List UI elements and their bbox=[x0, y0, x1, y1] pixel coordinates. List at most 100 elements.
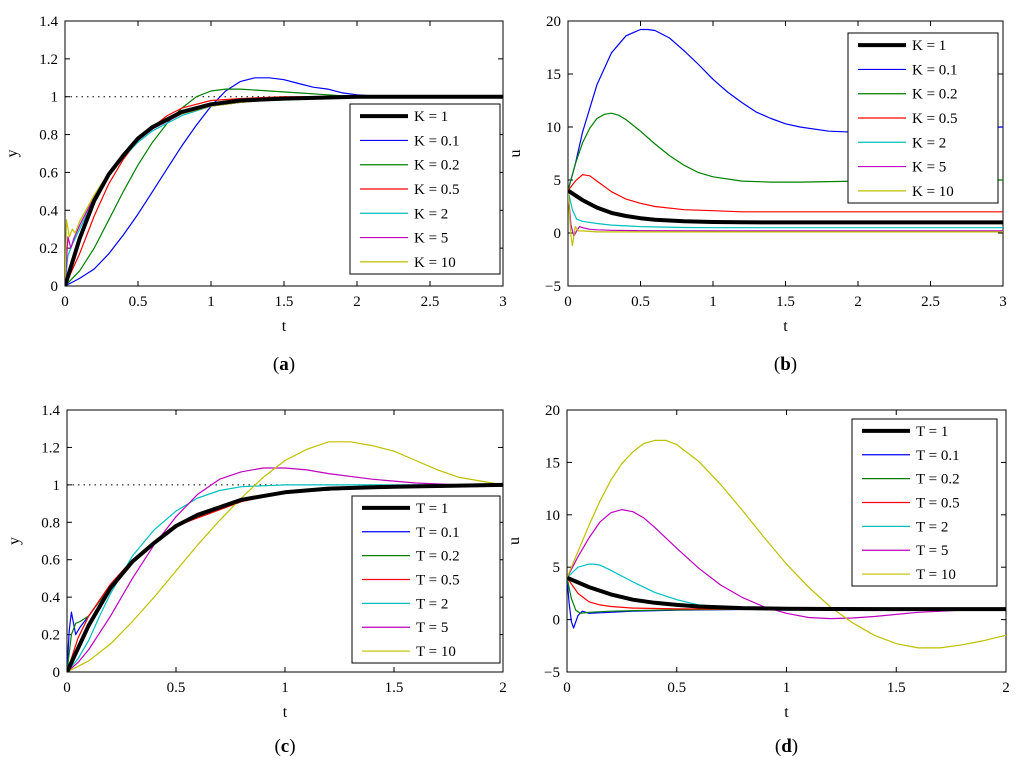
y-tick-label: 0 bbox=[51, 279, 59, 295]
legend-label: T = 2 bbox=[416, 596, 448, 612]
legend-label: K = 0.2 bbox=[912, 87, 958, 103]
y-tick-label: 0 bbox=[53, 665, 61, 681]
x-tick-label: 2.5 bbox=[421, 294, 440, 310]
legend-label: T = 0.5 bbox=[916, 496, 960, 512]
y-tick-label: 5 bbox=[554, 173, 562, 189]
legend-label: T = 1 bbox=[416, 501, 448, 517]
y-tick-label: 15 bbox=[546, 67, 561, 83]
x-tick-label: 0 bbox=[61, 294, 69, 310]
caption-open: ( bbox=[775, 736, 781, 757]
caption-open: ( bbox=[774, 354, 780, 375]
series-line-t-1 bbox=[67, 482, 503, 672]
caption-close: ) bbox=[791, 354, 797, 375]
caption-letter: d bbox=[781, 736, 792, 757]
legend-label: K = 1 bbox=[912, 38, 946, 54]
series-line-t-1 bbox=[567, 575, 1006, 612]
panel-caption: (d) bbox=[775, 736, 798, 757]
legend-label: K = 0.1 bbox=[912, 62, 958, 78]
series-line-k-0-2 bbox=[65, 88, 503, 286]
y-axis-label: u bbox=[506, 537, 523, 545]
y-tick-label: 1.4 bbox=[41, 403, 60, 419]
caption-close: ) bbox=[289, 354, 295, 375]
legend-label: T = 0.1 bbox=[916, 448, 960, 464]
caption-close: ) bbox=[289, 736, 295, 757]
legend-label: T = 1 bbox=[916, 424, 948, 440]
x-tick-label: 1 bbox=[783, 680, 791, 696]
legend-label: K = 2 bbox=[912, 135, 946, 151]
x-axis-label: t bbox=[783, 318, 788, 335]
y-tick-label: 1.4 bbox=[39, 14, 58, 30]
legend: T = 1 T = 0.1 T = 0.2 T = 0.5 T = 2 T = 5 T = … bbox=[351, 495, 501, 664]
legend-label: T = 0.1 bbox=[416, 525, 460, 541]
x-tick-label: 3 bbox=[499, 294, 507, 310]
legend-label: T = 5 bbox=[916, 543, 948, 559]
legend: K = 1 K = 0.1 K = 0.2 K = 0.5 K = 2 K = 5 K = … bbox=[349, 103, 501, 275]
y-tick-label: 20 bbox=[545, 403, 560, 419]
panel-caption: (b) bbox=[774, 354, 797, 375]
y-tick-label: 1.2 bbox=[39, 52, 58, 68]
y-tick-label: 10 bbox=[546, 120, 561, 136]
legend: K = 1 K = 0.1 K = 0.2 K = 0.5 K = 2 K = 5 K = … bbox=[847, 32, 999, 204]
y-tick-label: 20 bbox=[546, 14, 561, 30]
x-tick-label: 1 bbox=[709, 294, 717, 310]
legend-label: K = 0.1 bbox=[414, 133, 460, 149]
y-tick-label: −5 bbox=[545, 279, 561, 295]
caption-open: ( bbox=[274, 736, 280, 757]
x-tick-label: 2 bbox=[353, 294, 361, 310]
x-tick-label: 1 bbox=[281, 680, 289, 696]
legend-label: T = 0.2 bbox=[916, 472, 960, 488]
x-tick-label: 2 bbox=[499, 680, 507, 696]
legend-label: K = 5 bbox=[912, 160, 946, 176]
x-axis-label: t bbox=[784, 704, 789, 721]
caption-letter: a bbox=[279, 354, 289, 375]
caption-letter: b bbox=[780, 354, 791, 375]
caption-close: ) bbox=[792, 736, 798, 757]
legend-label: K = 0.5 bbox=[414, 182, 460, 198]
y-tick-label: 0 bbox=[554, 226, 562, 242]
series-line-t-5 bbox=[67, 467, 503, 672]
x-tick-label: 0.5 bbox=[667, 680, 686, 696]
x-tick-label: 2 bbox=[854, 294, 862, 310]
x-tick-label: 2 bbox=[1002, 680, 1010, 696]
legend-label: T = 5 bbox=[416, 620, 448, 636]
y-tick-label: 0.2 bbox=[41, 628, 60, 644]
x-tick-label: 1.5 bbox=[776, 294, 795, 310]
x-tick-label: 0 bbox=[563, 680, 571, 696]
series-line-k-1 bbox=[568, 188, 1003, 225]
series-line-t-5 bbox=[567, 509, 1006, 620]
y-axis-label: u bbox=[507, 150, 524, 158]
x-tick-label: 1 bbox=[207, 294, 215, 310]
legend-label: K = 10 bbox=[414, 255, 456, 271]
caption-letter: c bbox=[281, 736, 289, 757]
y-tick-label: 0.6 bbox=[41, 553, 60, 569]
y-tick-label: 15 bbox=[545, 455, 560, 471]
panel-caption: (c) bbox=[274, 736, 295, 757]
x-axis-label: t bbox=[282, 318, 287, 335]
x-tick-label: 1.5 bbox=[385, 680, 404, 696]
y-tick-label: 5 bbox=[553, 560, 561, 576]
series-line-k-0-1 bbox=[65, 77, 503, 286]
y-tick-label: 1 bbox=[51, 90, 59, 106]
series-line-k-1 bbox=[65, 94, 503, 286]
legend-label: K = 2 bbox=[414, 206, 448, 222]
y-tick-label: −5 bbox=[544, 665, 560, 681]
x-tick-label: 1.5 bbox=[887, 680, 906, 696]
x-axis-label: t bbox=[283, 704, 288, 721]
series-line-k-10 bbox=[568, 190, 1003, 247]
x-tick-label: 2.5 bbox=[921, 294, 940, 310]
legend-label: K = 10 bbox=[912, 184, 954, 200]
y-axis-label: y bbox=[4, 150, 21, 158]
legend-label: T = 0.2 bbox=[416, 549, 460, 565]
legend-label: K = 0.5 bbox=[912, 111, 958, 127]
y-tick-label: 0.4 bbox=[39, 203, 58, 219]
series-line-k-0-5 bbox=[568, 174, 1003, 213]
x-tick-label: 0 bbox=[564, 294, 572, 310]
y-tick-label: 0.8 bbox=[41, 515, 60, 531]
x-tick-label: 1.5 bbox=[275, 294, 294, 310]
series-line-t-2 bbox=[67, 484, 503, 672]
series-line-k-0-1 bbox=[568, 28, 1003, 191]
series-line-k-0-2 bbox=[568, 112, 1003, 191]
